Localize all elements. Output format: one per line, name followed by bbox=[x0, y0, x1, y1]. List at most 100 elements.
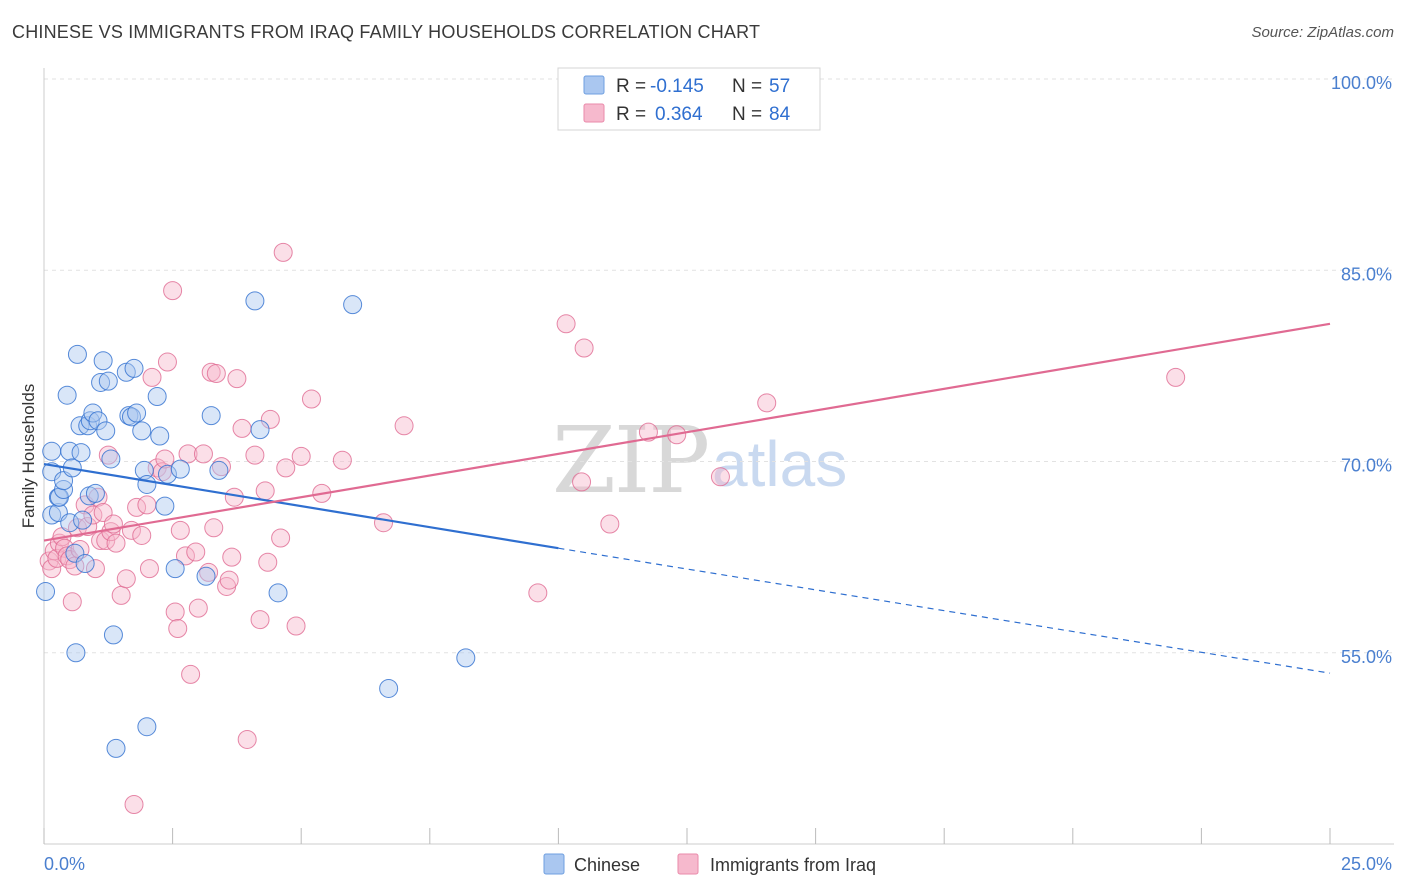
data-point bbox=[70, 416, 90, 436]
data-point bbox=[170, 520, 190, 540]
data-point bbox=[106, 738, 126, 758]
chinese-points bbox=[36, 291, 476, 758]
data-point bbox=[276, 458, 296, 478]
data-point bbox=[245, 445, 265, 465]
series-legend-label-chinese: Chinese bbox=[574, 855, 640, 875]
watermark: ZIP atlas bbox=[552, 407, 847, 514]
data-point bbox=[301, 389, 321, 409]
data-point bbox=[137, 495, 157, 515]
data-point bbox=[291, 446, 311, 466]
data-point bbox=[73, 510, 93, 530]
data-point bbox=[93, 351, 113, 371]
data-point bbox=[121, 407, 141, 427]
data-point bbox=[137, 474, 157, 494]
data-point bbox=[600, 514, 620, 534]
data-point bbox=[268, 583, 288, 603]
data-point bbox=[255, 481, 275, 501]
data-point bbox=[36, 582, 56, 602]
data-point bbox=[379, 678, 399, 698]
data-point bbox=[96, 421, 116, 441]
data-point bbox=[181, 664, 201, 684]
data-point bbox=[196, 566, 216, 586]
data-point bbox=[219, 570, 239, 590]
data-point bbox=[150, 426, 170, 446]
data-point bbox=[127, 403, 147, 423]
series-legend-swatch-iraq bbox=[677, 853, 699, 875]
data-point bbox=[147, 386, 167, 406]
data-point bbox=[132, 421, 152, 441]
data-point bbox=[88, 411, 108, 431]
data-point bbox=[250, 420, 270, 440]
legend-swatch-chinese bbox=[583, 75, 605, 95]
data-point bbox=[286, 616, 306, 636]
trend-lines bbox=[43, 322, 1331, 674]
data-point bbox=[193, 444, 213, 464]
legend-n-value-iraq: 84 bbox=[769, 104, 791, 125]
data-point bbox=[394, 416, 414, 436]
data-point bbox=[98, 371, 118, 391]
series-legend-label-iraq: Immigrants from Iraq bbox=[710, 855, 876, 875]
source-label: Source: ZipAtlas.com bbox=[1251, 24, 1394, 41]
legend-n-label-chinese: N = bbox=[732, 76, 762, 97]
data-point bbox=[85, 483, 105, 503]
data-point bbox=[232, 418, 252, 438]
data-point bbox=[456, 648, 476, 668]
data-point bbox=[80, 411, 100, 431]
series-legend: Chinese Immigrants from Iraq bbox=[543, 853, 876, 875]
data-point bbox=[111, 585, 131, 605]
y-tick-labels: 55.0% 70.0% 85.0% 100.0% bbox=[1331, 73, 1392, 667]
correlation-legend: R = -0.145 N = 57 R = 0.364 N = 84 bbox=[557, 67, 821, 131]
data-point bbox=[142, 367, 162, 387]
y-tick-label: 70.0% bbox=[1341, 456, 1392, 476]
data-point bbox=[201, 406, 221, 426]
data-point bbox=[165, 559, 185, 579]
data-point bbox=[66, 643, 86, 663]
legend-r-label-iraq: R = bbox=[616, 104, 646, 125]
data-point bbox=[206, 364, 226, 384]
x-tick-label-max: 25.0% bbox=[1341, 854, 1392, 874]
data-point bbox=[227, 369, 247, 389]
legend-r-value-chinese: -0.145 bbox=[650, 76, 704, 97]
data-point bbox=[139, 559, 159, 579]
chart-title: CHINESE VS IMMIGRANTS FROM IRAQ FAMILY H… bbox=[12, 22, 761, 42]
data-point bbox=[165, 602, 185, 622]
data-point bbox=[204, 518, 224, 538]
data-point bbox=[260, 409, 280, 429]
data-point bbox=[75, 554, 95, 573]
legend-r-label-chinese: R = bbox=[616, 76, 646, 97]
data-point bbox=[178, 444, 198, 464]
data-point bbox=[175, 546, 195, 566]
data-point bbox=[1166, 367, 1186, 387]
data-point bbox=[163, 281, 183, 301]
data-point bbox=[116, 569, 136, 589]
data-point bbox=[103, 625, 123, 645]
data-point bbox=[157, 352, 177, 372]
data-point bbox=[245, 291, 265, 311]
data-point bbox=[574, 338, 594, 358]
data-point bbox=[91, 372, 111, 392]
iraq-points bbox=[39, 242, 1186, 814]
series-legend-swatch-chinese bbox=[543, 853, 565, 875]
data-point bbox=[209, 460, 229, 480]
data-point bbox=[222, 547, 242, 567]
data-point bbox=[572, 472, 592, 492]
watermark-zip: ZIP bbox=[552, 407, 708, 514]
data-point bbox=[170, 459, 190, 479]
data-point bbox=[332, 450, 352, 470]
data-point bbox=[39, 551, 59, 571]
data-point bbox=[42, 441, 62, 461]
data-point bbox=[124, 794, 144, 814]
data-point bbox=[70, 539, 90, 559]
data-point bbox=[188, 598, 208, 618]
data-point bbox=[638, 422, 658, 442]
data-point bbox=[155, 496, 175, 516]
data-point bbox=[60, 550, 80, 570]
data-point bbox=[343, 295, 363, 315]
data-point bbox=[65, 543, 85, 563]
data-point bbox=[168, 619, 188, 639]
trend-line-iraq bbox=[43, 322, 1331, 542]
data-point bbox=[710, 467, 730, 487]
legend-n-value-chinese: 57 bbox=[769, 76, 790, 97]
data-point bbox=[78, 517, 98, 537]
